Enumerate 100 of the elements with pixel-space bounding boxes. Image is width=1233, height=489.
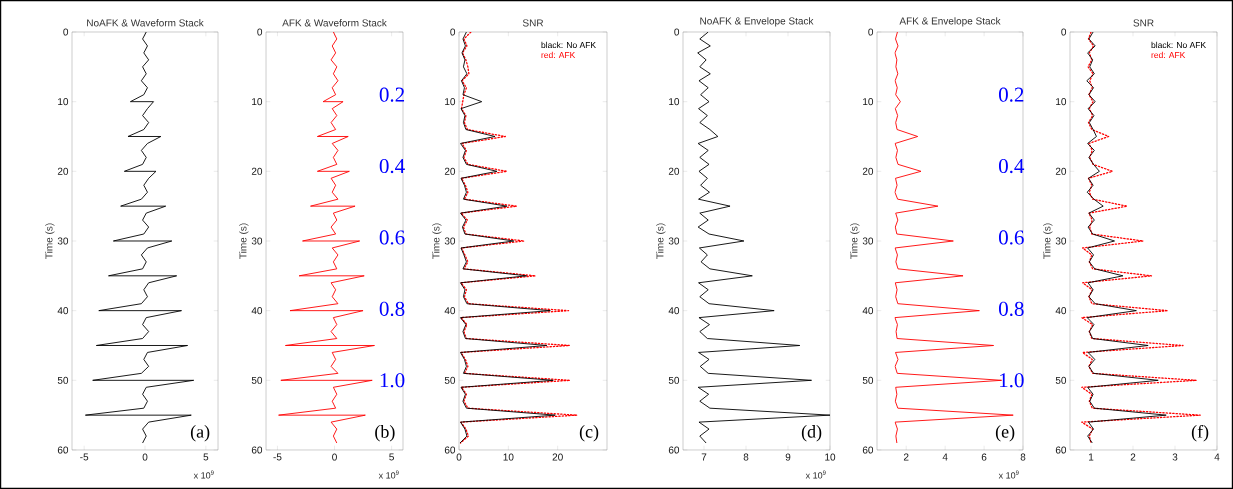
annotation: 1.0 — [380, 373, 405, 388]
text: x 10$^{9}$ — [378, 470, 399, 479]
y-axis-title: Time (s) — [656, 223, 666, 259]
y-tick-label: 20 — [1055, 167, 1067, 175]
y-tick-label: 30 — [444, 237, 456, 245]
text: black: No AFK — [541, 41, 596, 49]
y-tick-label: 0 — [674, 28, 680, 36]
y-tick-label: 10 — [863, 98, 874, 106]
y-axis-title: Time (s) — [239, 223, 249, 259]
y-tick-label: 10 — [669, 98, 680, 106]
x-tick-label: 0 — [456, 453, 462, 461]
x-tick-label: 5 — [389, 453, 394, 461]
y-tick-label: 60 — [668, 446, 680, 454]
y-tick-label: 30 — [251, 237, 263, 245]
line-series — [459, 32, 578, 444]
x-tick-label: 6 — [981, 453, 987, 461]
y-tick-label: 50 — [1055, 376, 1067, 384]
y-tick-label: 60 — [444, 446, 456, 454]
annotation: (c) — [579, 425, 599, 442]
y-tick-label: 0 — [257, 28, 263, 36]
y-tick-label: 10 — [1056, 98, 1067, 106]
annotation: 0.2 — [379, 87, 405, 102]
x-tick-label: 2 — [903, 453, 909, 461]
x-tick-label: 20 — [552, 453, 563, 461]
x-tick-label: 4 — [1214, 453, 1220, 461]
y-tick-label: 0 — [868, 28, 874, 36]
y-tick-label: 40 — [57, 307, 69, 315]
y-axis-title: Time (s) — [45, 223, 55, 259]
chart-title: NoAFK & Envelope Stack — [700, 17, 814, 27]
annotation: 0.6 — [379, 230, 405, 245]
x-tick-label: 1 — [1088, 453, 1094, 461]
y-tick-label: 50 — [668, 376, 680, 384]
y-tick-label: 40 — [1055, 307, 1067, 315]
y-tick-label: 60 — [1055, 446, 1067, 454]
y-tick-label: 0 — [450, 28, 456, 36]
y-tick-label: 20 — [251, 167, 263, 175]
annotation: (a) — [190, 425, 210, 442]
annotation: 1.0 — [1000, 373, 1024, 388]
text: black: No AFK — [1151, 41, 1207, 49]
y-tick-label: 60 — [251, 446, 263, 454]
y-tick-label: 40 — [444, 307, 456, 315]
y-tick-label: 60 — [57, 446, 69, 454]
x-tick-label: -5 — [80, 453, 89, 461]
y-tick-label: 30 — [57, 237, 69, 245]
text: x 10$^{9}$ — [805, 470, 826, 479]
y-tick-label: 30 — [668, 237, 680, 245]
x-tick-label: 9 — [785, 453, 791, 461]
x-tick-label: 7 — [701, 453, 707, 461]
y-tick-label: 60 — [862, 446, 874, 454]
x-tick-label: -5 — [273, 453, 282, 461]
annotation: 0.6 — [998, 230, 1024, 245]
line-series — [278, 32, 375, 444]
chart-title: SNR — [1133, 19, 1154, 27]
y-tick-label: 40 — [668, 307, 680, 315]
y-axis-title: Time (s) — [1043, 223, 1053, 259]
y-tick-label: 50 — [862, 376, 874, 384]
x-tick-label: 10 — [503, 453, 514, 461]
x-tick-label: 8 — [1020, 453, 1026, 461]
y-tick-label: 30 — [862, 237, 874, 245]
text: x 10$^{9}$ — [193, 470, 214, 479]
annotation: (d) — [801, 425, 822, 442]
annotation: (f) — [1191, 424, 1209, 442]
chart-title: SNR — [522, 19, 544, 27]
x-tick-label: 8 — [743, 453, 749, 461]
y-axis-title: Time (s) — [850, 223, 860, 259]
annotation: (b) — [375, 425, 395, 442]
x-tick-label: 5 — [203, 453, 209, 461]
y-tick-label: 10 — [445, 98, 456, 106]
y-tick-label: 40 — [862, 307, 874, 315]
x-tick-label: 0 — [332, 453, 337, 461]
text: red: AFK — [541, 51, 576, 59]
x-tick-label: 2 — [1130, 453, 1136, 461]
y-tick-label: 20 — [444, 167, 456, 175]
chart-title: AFK & Envelope Stack — [899, 17, 1001, 27]
x-tick-label: 0 — [142, 453, 148, 461]
chart-title: NoAFK & Waveform Stack — [87, 19, 204, 27]
text: x 10$^{9}$ — [998, 470, 1019, 479]
y-axis-title: Time (s) — [432, 223, 442, 259]
y-tick-label: 40 — [251, 307, 263, 315]
annotation: 0.4 — [379, 158, 405, 174]
y-tick-label: 10 — [252, 98, 263, 106]
y-tick-label: 10 — [58, 98, 69, 106]
line-series — [697, 32, 831, 444]
annotation: 0.4 — [998, 158, 1025, 174]
y-tick-label: 0 — [63, 28, 69, 36]
y-tick-label: 20 — [57, 167, 69, 175]
annotation: (e) — [995, 425, 1015, 442]
annotation: 0.2 — [998, 87, 1024, 102]
y-tick-label: 30 — [1055, 237, 1067, 245]
y-tick-label: 50 — [444, 376, 456, 384]
x-tick-label: 4 — [942, 453, 948, 461]
y-tick-label: 50 — [251, 376, 263, 384]
y-tick-label: 20 — [862, 167, 874, 175]
chart-title: AFK & Waveform Stack — [282, 19, 387, 27]
text: red: AFK — [1151, 51, 1186, 59]
y-tick-label: 0 — [1061, 28, 1067, 36]
annotation: 0.8 — [998, 301, 1024, 316]
annotation: 0.8 — [379, 301, 405, 316]
x-tick-label: 3 — [1172, 453, 1178, 461]
x-tick-label: 10 — [825, 453, 836, 461]
